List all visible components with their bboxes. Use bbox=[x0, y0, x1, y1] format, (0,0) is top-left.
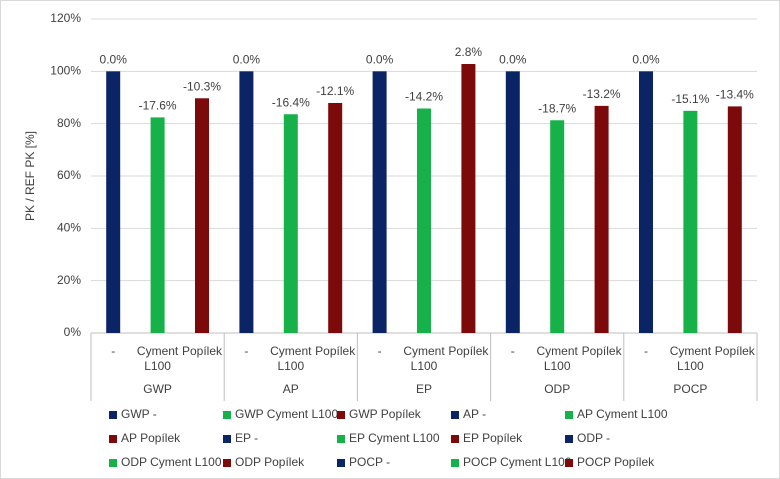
bar-annotation: -13.2% bbox=[583, 87, 621, 101]
x-tick-label: Cyment L100 bbox=[403, 344, 445, 373]
bar-annotation: -10.3% bbox=[183, 79, 221, 93]
y-axis-title: PK / REF PK [%] bbox=[23, 131, 37, 221]
bar bbox=[239, 71, 254, 333]
legend-label: ODP Cyment L100 bbox=[121, 455, 222, 469]
bar-annotation: -18.7% bbox=[538, 101, 576, 115]
y-tick-label: 0% bbox=[64, 325, 82, 339]
bar bbox=[727, 106, 742, 333]
x-tick-label: Popílek bbox=[181, 344, 223, 358]
legend-label: EP Cyment L100 bbox=[349, 431, 440, 445]
x-tick-label: - bbox=[377, 344, 382, 358]
group-label: ODP bbox=[544, 382, 570, 396]
bar-annotation: 0.0% bbox=[100, 53, 128, 67]
bar bbox=[283, 114, 298, 333]
bar-annotation: 0.0% bbox=[499, 53, 527, 67]
legend-swatch bbox=[223, 411, 231, 419]
bar bbox=[594, 105, 609, 333]
bar bbox=[639, 71, 653, 333]
legend-swatch bbox=[451, 411, 459, 419]
x-tick-label: Cyment L100 bbox=[669, 344, 712, 373]
bar-annotation: -17.6% bbox=[139, 99, 177, 113]
group-label: POCP bbox=[673, 382, 707, 396]
legend-swatch bbox=[565, 459, 573, 467]
legend-label: ODP Popílek bbox=[235, 455, 305, 469]
x-tick-label: Popílek bbox=[315, 344, 356, 358]
bar bbox=[461, 64, 476, 334]
group-label: AP bbox=[283, 382, 299, 396]
x-tick-label: Cyment L100 bbox=[136, 344, 179, 373]
legend-label: GWP - bbox=[121, 407, 157, 421]
x-tick-label: - bbox=[111, 344, 116, 358]
bar-annotation: 0.0% bbox=[366, 53, 394, 67]
legend-label: AP Cyment L100 bbox=[577, 407, 668, 421]
legend-swatch bbox=[223, 435, 231, 443]
x-tick-label: - bbox=[644, 344, 648, 358]
x-tick-label: Cyment L100 bbox=[536, 344, 578, 373]
legend-swatch bbox=[565, 411, 573, 419]
bar-annotation: -14.2% bbox=[405, 90, 443, 104]
y-tick-label: 100% bbox=[50, 64, 81, 78]
legend-swatch bbox=[109, 459, 117, 467]
legend-swatch bbox=[337, 435, 345, 443]
legend-label: GWP Popílek bbox=[349, 407, 422, 421]
legend-label: AP - bbox=[463, 407, 486, 421]
legend-label: EP Popílek bbox=[463, 431, 523, 445]
group-label: EP bbox=[416, 382, 432, 396]
x-tick-label: Popílek bbox=[714, 344, 755, 358]
legend-label: GWP Cyment L100 bbox=[235, 407, 338, 421]
x-tick-label: - bbox=[510, 344, 515, 358]
bar bbox=[106, 71, 121, 333]
bar-annotation: -16.4% bbox=[272, 95, 310, 109]
legend-swatch bbox=[337, 459, 345, 467]
bar-annotation: 0.0% bbox=[233, 53, 261, 67]
group-label: GWP bbox=[143, 382, 172, 396]
bar-annotation: 0.0% bbox=[632, 53, 660, 67]
x-tick-label: - bbox=[244, 344, 249, 358]
legend-swatch bbox=[565, 435, 573, 443]
bar bbox=[150, 117, 165, 334]
y-tick-label: 60% bbox=[57, 168, 81, 182]
legend-label: ODP - bbox=[577, 431, 610, 445]
bar bbox=[683, 110, 698, 333]
y-tick-label: 80% bbox=[57, 116, 81, 130]
legend-swatch bbox=[109, 435, 117, 443]
x-tick-label: Popílek bbox=[581, 344, 622, 358]
y-tick-label: 40% bbox=[57, 221, 81, 235]
bar bbox=[372, 71, 387, 333]
legend-label: POCP Popílek bbox=[577, 455, 655, 469]
y-tick-label: 20% bbox=[57, 273, 81, 287]
legend-swatch bbox=[451, 435, 459, 443]
x-tick-label: Popílek bbox=[448, 344, 489, 358]
legend-swatch bbox=[109, 411, 117, 419]
legend-swatch bbox=[451, 459, 459, 467]
legend-swatch bbox=[337, 411, 345, 419]
bar-annotation: -13.4% bbox=[716, 88, 754, 102]
legend-swatch bbox=[223, 459, 231, 467]
y-tick-label: 120% bbox=[50, 11, 81, 25]
legend-label: EP - bbox=[235, 431, 258, 445]
legend-label: POCP - bbox=[349, 455, 390, 469]
bar bbox=[417, 108, 431, 334]
bar-annotation: -12.1% bbox=[316, 84, 354, 98]
legend-label: POCP Cyment L100 bbox=[463, 455, 572, 469]
legend-label: AP Popílek bbox=[121, 431, 181, 445]
bar bbox=[505, 71, 520, 333]
bar bbox=[550, 120, 565, 333]
bar-annotation: -15.1% bbox=[671, 92, 709, 106]
bar bbox=[328, 102, 343, 334]
x-tick-label: Cyment L100 bbox=[270, 344, 312, 373]
bar-annotation: 2.8% bbox=[455, 45, 483, 59]
bar bbox=[195, 98, 209, 333]
